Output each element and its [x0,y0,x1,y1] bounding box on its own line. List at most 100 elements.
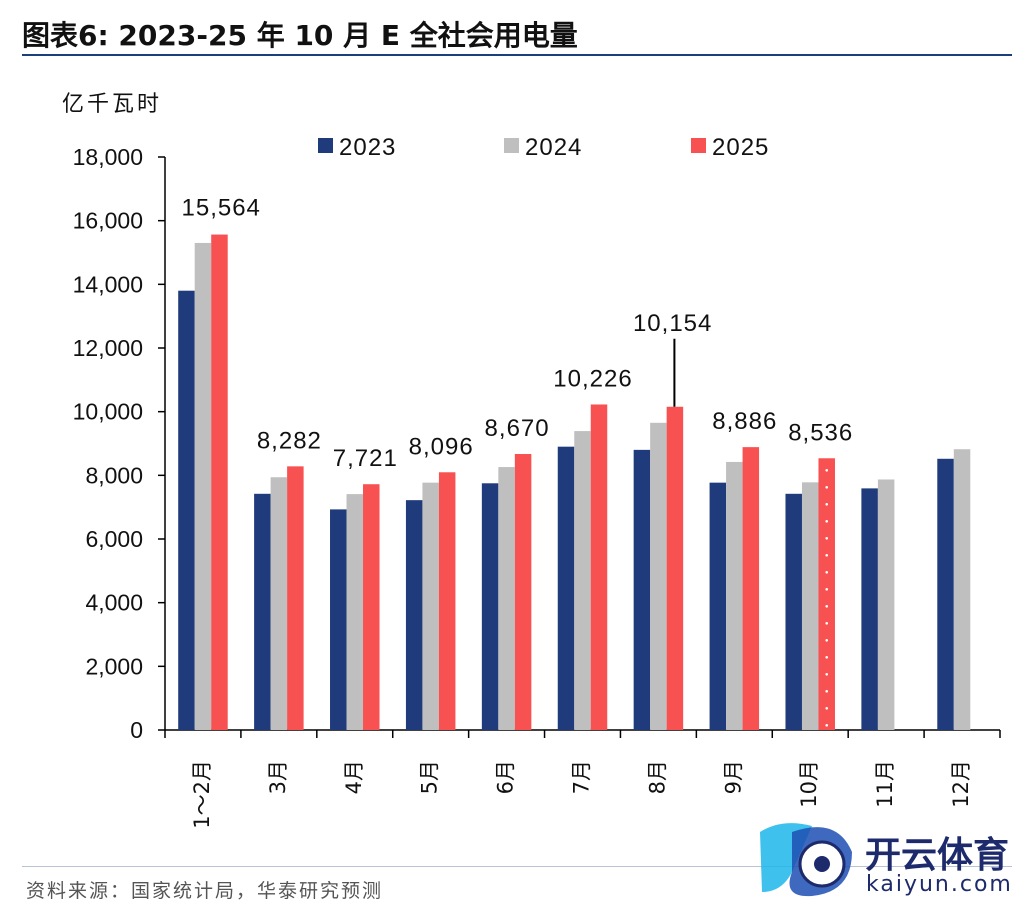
chart-title: 图表6: 2023-25 年 10 月 E 全社会用电量 [22,19,578,52]
title-bar: 图表6: 2023-25 年 10 月 E 全社会用电量 [22,14,1012,56]
y-tick-label: 2,000 [85,653,143,679]
bar-2024-5 [574,431,591,730]
bar-2023-8 [785,493,802,730]
estimate-dot [825,655,829,659]
legend-label-2023: 2023 [339,134,396,161]
bar-2025-5 [590,404,608,730]
source-note: 资料来源：国家统计局，华泰研究预测 [26,880,384,902]
data-label-0: 15,564 [182,195,261,222]
y-tick-label: 14,000 [73,271,143,297]
x-tick-label-group: 6月 [494,760,518,794]
x-tick-label-group: 9月 [721,760,745,794]
x-tick-label-group: 7月 [570,760,594,794]
estimate-dot [825,706,829,710]
bar-2023-9 [861,488,878,730]
kaiyun-logo-icon [760,823,852,897]
bar-2024-3 [422,482,439,730]
x-tick-label-group: 12月 [949,760,973,808]
x-tick-label: 7月 [570,760,594,794]
estimate-dot [825,485,829,489]
x-tick-label-group: 10月 [797,760,821,808]
x-tick-label: 8月 [645,760,669,794]
x-tick-label-group: 4月 [342,760,366,794]
data-label-6: 10,154 [633,310,712,337]
legend-swatch-2023 [318,138,333,153]
y-unit-label: 亿千瓦时 [62,92,162,117]
y-tick-label: 0 [130,717,143,743]
data-label-1: 8,282 [257,427,322,454]
bar-2023-10 [937,458,954,730]
y-tick-label: 16,000 [73,208,143,234]
data-label-2: 7,721 [333,445,398,472]
estimate-dot [825,502,829,506]
x-tick-label: 6月 [494,760,518,794]
x-tick-label: 3月 [266,760,290,794]
watermark-en: kaiyun.com [866,872,1013,897]
data-label-8: 8,536 [788,419,853,446]
bar-2023-7 [709,482,727,730]
bar-2025-8 [818,458,835,730]
x-tick-label: 4月 [342,760,366,794]
y-tick-label: 18,000 [73,144,143,170]
legend-label-2025: 2025 [712,134,769,161]
bar-2024-9 [877,479,895,730]
estimate-dot [825,519,829,523]
source-divider [22,866,1012,867]
bar-2024-2 [346,494,364,730]
estimate-dot [825,604,829,608]
y-tick-label: 4,000 [85,590,143,616]
watermark-cn: 开云体育 [865,835,1010,876]
x-tick-label: 11月 [873,760,897,808]
legend-label-2024: 2024 [525,134,582,161]
bar-2023-3 [405,500,423,730]
estimate-dot [825,468,829,472]
x-tick-label-group: 1～2月 [190,760,214,829]
y-tick-label: 12,000 [73,335,143,361]
y-tick-label: 8,000 [85,462,143,488]
bar-2023-6 [633,449,651,730]
estimate-dot [825,672,829,676]
bar-2024-0 [194,242,212,730]
bar-2023-2 [330,509,347,730]
bar-2024-1 [270,477,288,730]
x-tick-label-group: 3月 [266,760,290,794]
bar-2024-6 [650,422,667,730]
bar-2025-6 [666,406,684,730]
bar-2023-0 [178,290,195,730]
legend-swatch-2024 [504,138,519,153]
bar-2023-4 [481,483,499,730]
data-label-4: 8,670 [485,415,550,442]
estimate-dot [825,621,829,625]
bar-2025-4 [514,454,532,730]
data-label-7: 8,886 [712,408,777,435]
x-tick-label: 12月 [949,760,973,808]
bar-2024-4 [498,467,515,730]
bar-2023-1 [254,493,271,730]
estimate-dot [825,536,829,540]
estimate-dot [825,689,829,693]
y-tick-label: 6,000 [85,526,143,552]
data-label-3: 8,096 [409,433,474,460]
bar-2025-7 [742,447,760,730]
estimate-dot [825,570,829,574]
estimate-dot [825,638,829,642]
bar-2025-1 [287,466,304,730]
estimate-dot [825,723,829,727]
bar-2025-0 [211,234,228,730]
bar-2024-10 [953,449,971,730]
x-tick-label-group: 5月 [418,760,442,794]
legend-swatch-2025 [691,138,706,153]
data-label-5: 10,226 [553,365,632,392]
bar-2025-2 [363,484,380,730]
estimate-dot [825,553,829,557]
x-tick-label-group: 8月 [645,760,669,794]
x-tick-label-group: 11月 [873,760,897,808]
bar-2024-7 [726,461,743,730]
bar-2024-8 [801,482,819,730]
x-tick-label: 5月 [418,760,442,794]
x-tick-label: 1～2月 [190,760,214,829]
estimate-dot [825,587,829,591]
bar-2025-3 [438,472,456,730]
y-tick-label: 10,000 [73,399,143,425]
